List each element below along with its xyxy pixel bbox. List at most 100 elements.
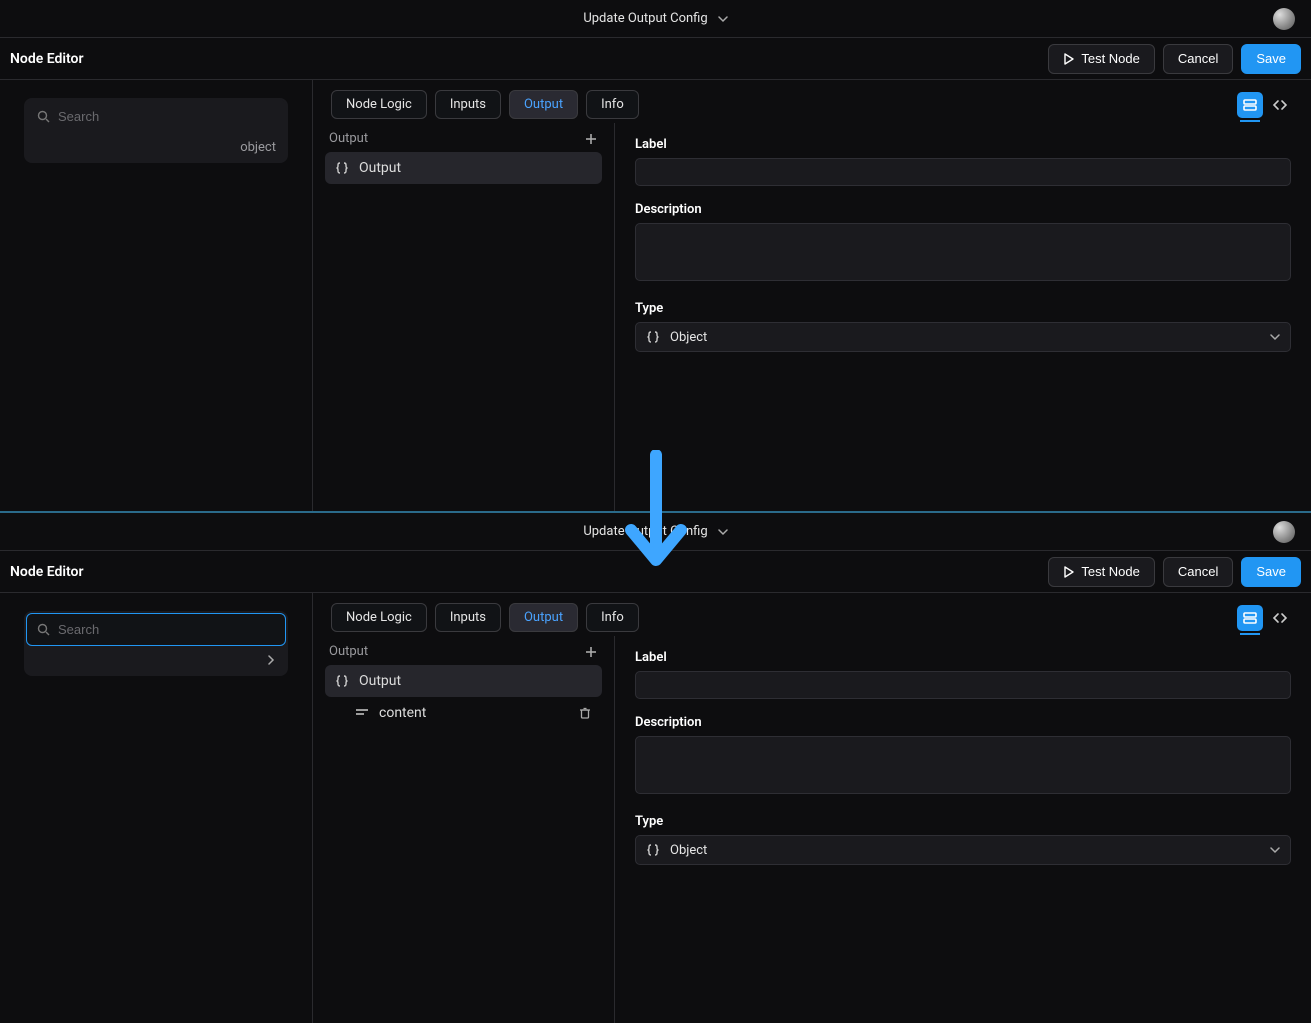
label-input[interactable] (635, 671, 1291, 699)
save-label: Save (1256, 564, 1286, 579)
test-node-button[interactable]: Test Node (1048, 44, 1155, 74)
play-icon (1063, 566, 1075, 578)
output-tree-panel: Output Output (313, 636, 615, 1023)
cancel-button[interactable]: Cancel (1163, 44, 1233, 74)
tab-list: Node Logic Inputs Output Info (331, 603, 639, 632)
view-code-button[interactable] (1267, 605, 1293, 631)
search-result-row[interactable]: object (26, 133, 286, 161)
tab-inputs[interactable]: Inputs (435, 603, 501, 632)
tab-label: Info (601, 97, 624, 112)
avatar[interactable] (1273, 521, 1295, 543)
form-panel: Label Description Type (615, 123, 1311, 511)
output-item-label: Output (359, 673, 401, 689)
tab-list: Node Logic Inputs Output Info (331, 90, 639, 119)
type-field-label: Type (635, 814, 1291, 829)
output-tree-child-item[interactable]: content (325, 697, 602, 729)
top-bar: Update Output Config (0, 0, 1311, 38)
add-output-button[interactable] (584, 132, 598, 146)
breadcrumb-title: Update Output Config (583, 11, 707, 26)
type-select[interactable]: Object (635, 322, 1291, 352)
test-node-label: Test Node (1081, 564, 1140, 579)
test-node-button[interactable]: Test Node (1048, 557, 1155, 587)
output-section-header: Output (313, 123, 614, 152)
tabs-strip: Node Logic Inputs Output Info (313, 593, 1311, 636)
output-tree-panel: Output Output (313, 123, 615, 511)
tab-label: Info (601, 610, 624, 625)
avatar[interactable] (1273, 8, 1295, 30)
tab-label: Node Logic (346, 610, 412, 625)
panel-before: Update Output Config Node Editor Test No… (0, 0, 1311, 511)
output-item-label: Output (359, 160, 401, 176)
add-output-button[interactable] (584, 645, 598, 659)
field-description: Description (635, 715, 1291, 798)
output-tree: Output content (313, 665, 614, 729)
tab-info[interactable]: Info (586, 603, 639, 632)
main-area: Node Logic Inputs Output Info (313, 80, 1311, 511)
description-input[interactable] (635, 223, 1291, 281)
search-box[interactable] (26, 100, 286, 133)
breadcrumb-title: Update Output Config (583, 524, 707, 539)
view-code-button[interactable] (1267, 92, 1293, 118)
search-container (24, 611, 288, 676)
label-field-label: Label (635, 650, 1291, 665)
left-sidebar: object (0, 80, 313, 511)
test-node-label: Test Node (1081, 51, 1140, 66)
content-split: Output Output (313, 636, 1311, 1023)
view-form-button[interactable] (1237, 605, 1263, 631)
view-toggle (1237, 605, 1293, 631)
editor-body: Node Logic Inputs Output Info (0, 593, 1311, 1023)
tab-label: Inputs (450, 97, 486, 112)
tab-output[interactable]: Output (509, 90, 578, 119)
output-section-label: Output (329, 644, 368, 659)
field-label: Label (635, 137, 1291, 186)
chevron-down-icon (718, 527, 728, 537)
editor-body: object Node Logic Inputs Output Info (0, 80, 1311, 511)
breadcrumb-dropdown[interactable]: Update Output Config (583, 11, 727, 26)
save-button[interactable]: Save (1241, 44, 1301, 74)
field-type: Type Object (635, 301, 1291, 352)
cancel-button[interactable]: Cancel (1163, 557, 1233, 587)
view-toggle (1237, 92, 1293, 118)
save-button[interactable]: Save (1241, 557, 1301, 587)
output-section-label: Output (329, 131, 368, 146)
delete-item-button[interactable] (578, 706, 592, 720)
description-field-label: Description (635, 202, 1291, 217)
search-icon (37, 623, 50, 636)
form-panel: Label Description Type (615, 636, 1311, 1023)
tab-output[interactable]: Output (509, 603, 578, 632)
label-input[interactable] (635, 158, 1291, 186)
search-icon (37, 110, 50, 123)
child-item-label: content (379, 705, 426, 721)
tab-label: Inputs (450, 610, 486, 625)
tab-node-logic[interactable]: Node Logic (331, 90, 427, 119)
cancel-label: Cancel (1178, 51, 1218, 66)
search-container: object (24, 98, 288, 163)
output-tree-item[interactable]: Output (325, 152, 602, 184)
search-input[interactable] (58, 622, 275, 637)
play-icon (1063, 53, 1075, 65)
tab-node-logic[interactable]: Node Logic (331, 603, 427, 632)
field-type: Type Object (635, 814, 1291, 865)
output-tree-item[interactable]: Output (325, 665, 602, 697)
breadcrumb-dropdown[interactable]: Update Output Config (583, 524, 727, 539)
output-tree: Output (313, 152, 614, 184)
save-label: Save (1256, 51, 1286, 66)
page-title: Node Editor (10, 51, 84, 67)
content-split: Output Output (313, 123, 1311, 511)
top-bar: Update Output Config (0, 513, 1311, 551)
tab-inputs[interactable]: Inputs (435, 90, 501, 119)
tab-info[interactable]: Info (586, 90, 639, 119)
tabs-strip: Node Logic Inputs Output Info (313, 80, 1311, 123)
description-input[interactable] (635, 736, 1291, 794)
search-box[interactable] (26, 613, 286, 646)
type-value: Object (670, 330, 707, 345)
braces-icon (646, 843, 660, 857)
header-actions: Test Node Cancel Save (1048, 44, 1301, 74)
search-input[interactable] (58, 109, 275, 124)
tab-label: Output (524, 610, 563, 625)
search-result-row[interactable] (26, 646, 286, 674)
view-form-button[interactable] (1237, 92, 1263, 118)
type-select[interactable]: Object (635, 835, 1291, 865)
chevron-down-icon (1270, 845, 1280, 855)
search-result-type: object (240, 140, 276, 155)
